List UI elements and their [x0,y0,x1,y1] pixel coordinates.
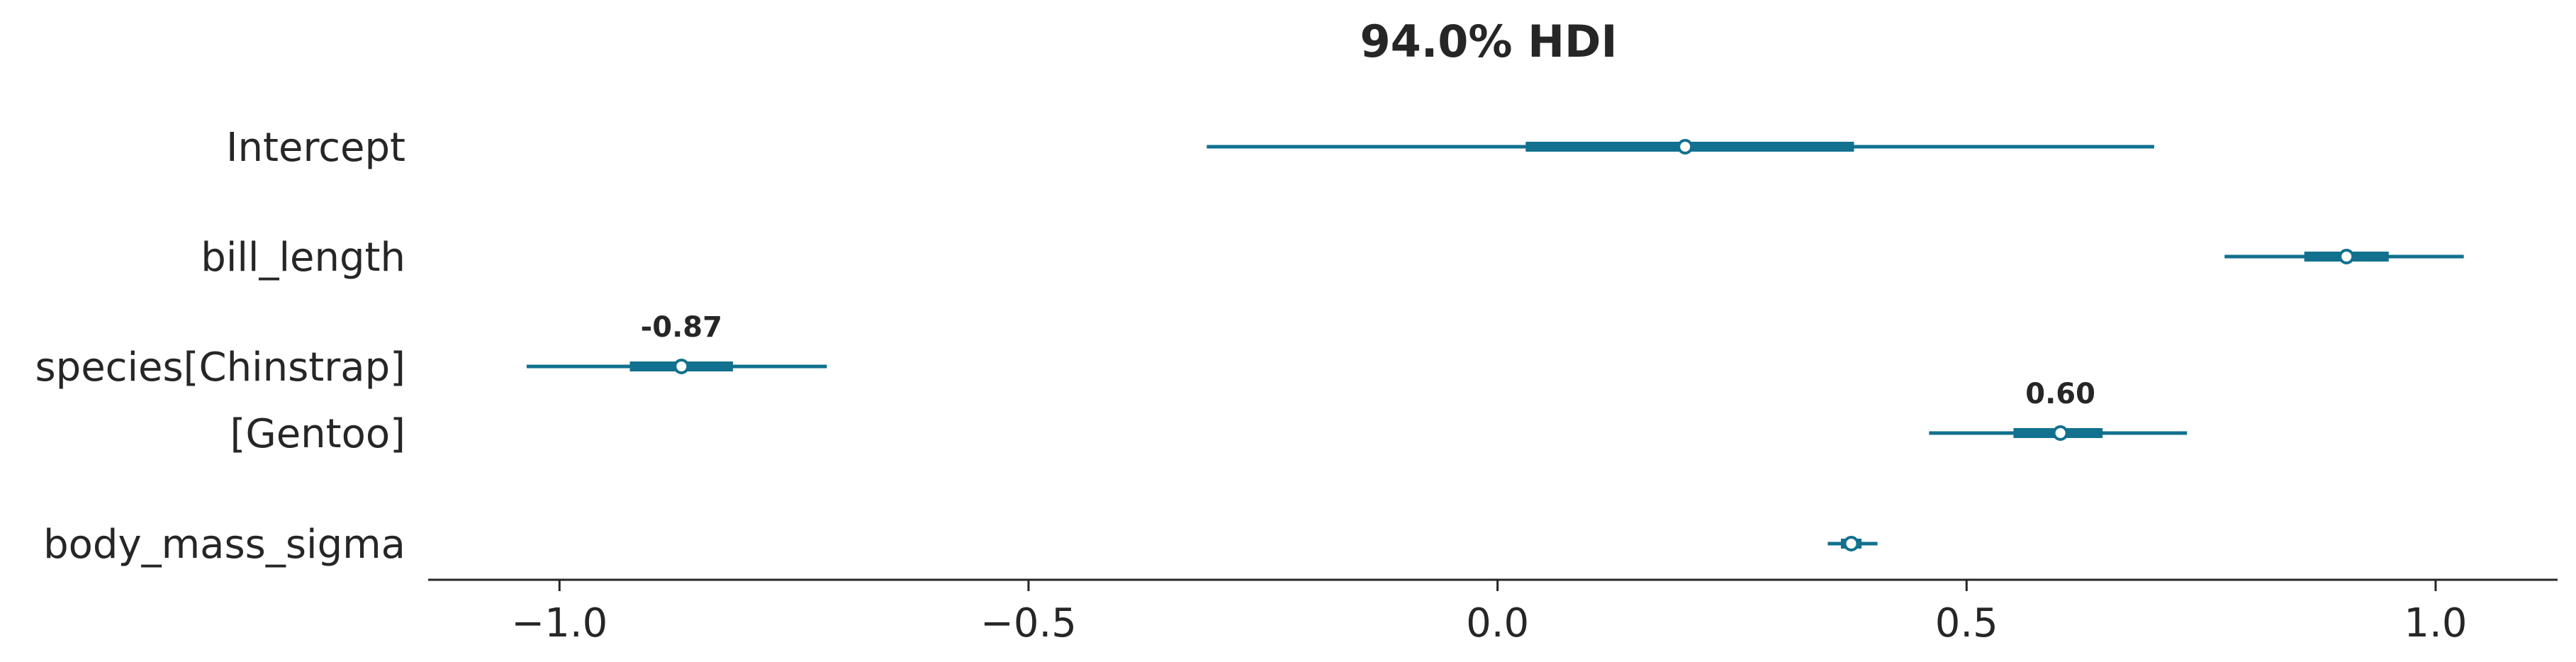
row-label: Intercept [226,125,405,171]
row-label: [Gentoo] [230,411,405,457]
forest-row: bill_length [201,235,2464,281]
mean-point [2339,249,2355,264]
forest-row: body_mass_sigma [43,522,1878,568]
mean-annotation: -0.87 [641,311,722,344]
mean-annotation: 0.60 [2025,378,2095,410]
row-label: bill_length [201,235,405,281]
x-axis-ticks: −1.0 −0.5 0.0 0.5 1.0 [511,580,2467,646]
forest-row: species[Chinstrap] -0.87 [35,311,827,391]
x-tick-label: 0.0 [1466,600,1529,646]
mean-point [1677,139,1693,155]
x-tick-label: 1.0 [2404,600,2467,646]
chart-title: 94.0% HDI [1360,16,1617,67]
mean-point [2052,425,2068,441]
row-label: species[Chinstrap] [35,344,405,391]
x-tick-label: 0.5 [1935,600,1998,646]
mean-point [673,359,690,374]
row-label: body_mass_sigma [43,522,405,568]
x-tick-label: −1.0 [511,600,607,646]
forest-rows: Intercept bill_length species[Chinstrap] -0… [35,125,2464,568]
forest-row: [Gentoo] 0.60 [230,378,2188,457]
x-tick-label: −0.5 [980,600,1077,646]
forest-row: Intercept [226,125,2154,171]
mean-point [1843,536,1859,551]
